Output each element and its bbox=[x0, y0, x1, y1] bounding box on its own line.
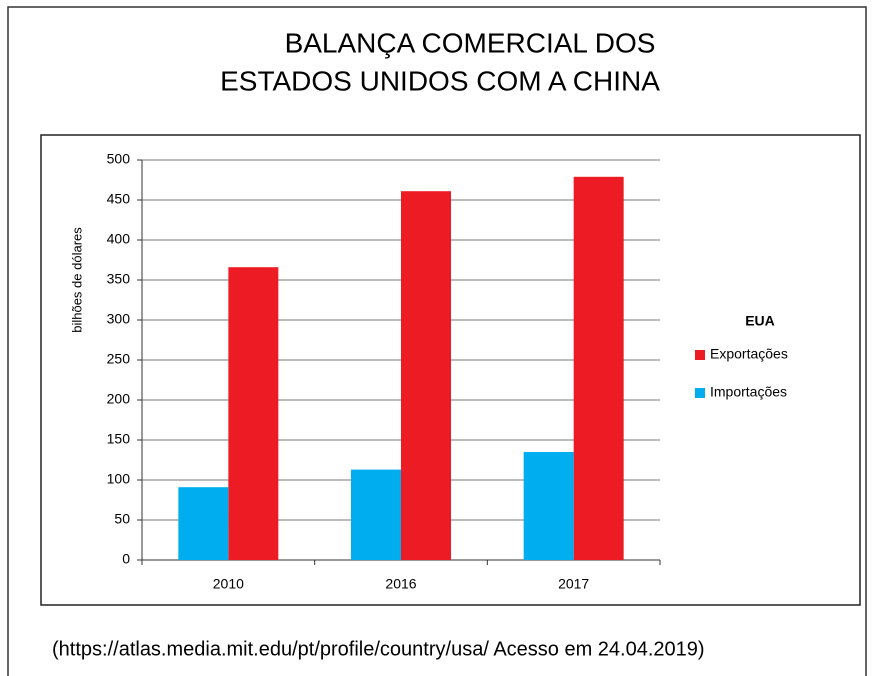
legend-swatch bbox=[695, 388, 705, 398]
bar bbox=[401, 191, 451, 560]
y-axis-label: bilhões de dólares bbox=[69, 227, 84, 333]
y-tick-label: 250 bbox=[107, 351, 131, 367]
bar bbox=[228, 267, 279, 560]
legend-title: EUA bbox=[745, 313, 775, 329]
y-tick-label: 400 bbox=[107, 231, 131, 247]
frame bbox=[7, 6, 867, 676]
legend-label: Exportações bbox=[710, 346, 788, 362]
chart-box bbox=[40, 134, 861, 606]
x-tick-label: 2010 bbox=[213, 576, 244, 592]
y-tick-label: 100 bbox=[107, 471, 131, 487]
title-line: ESTADOS UNIDOS COM A CHINA bbox=[220, 65, 660, 96]
bar bbox=[351, 469, 401, 560]
legend-label: Importações bbox=[710, 384, 787, 400]
bar bbox=[178, 487, 229, 560]
x-tick-label: 2017 bbox=[558, 576, 589, 592]
y-tick-label: 350 bbox=[107, 271, 131, 287]
y-tick-label: 450 bbox=[107, 191, 131, 207]
y-tick-label: 500 bbox=[107, 151, 131, 167]
bar bbox=[573, 176, 624, 561]
y-tick-label: 200 bbox=[107, 391, 131, 407]
source: (https://atlas.media.mit.edu/pt/profile/… bbox=[52, 638, 705, 660]
title-line: BALANÇA COMERCIAL DOS bbox=[285, 27, 656, 58]
y-tick-label: 150 bbox=[107, 431, 131, 447]
y-tick-label: 50 bbox=[114, 511, 130, 527]
x-tick-label: 2016 bbox=[385, 576, 416, 592]
y-tick-label: 0 bbox=[122, 551, 130, 567]
bar bbox=[523, 452, 574, 560]
y-tick-label: 300 bbox=[107, 311, 131, 327]
legend-swatch bbox=[695, 350, 705, 360]
